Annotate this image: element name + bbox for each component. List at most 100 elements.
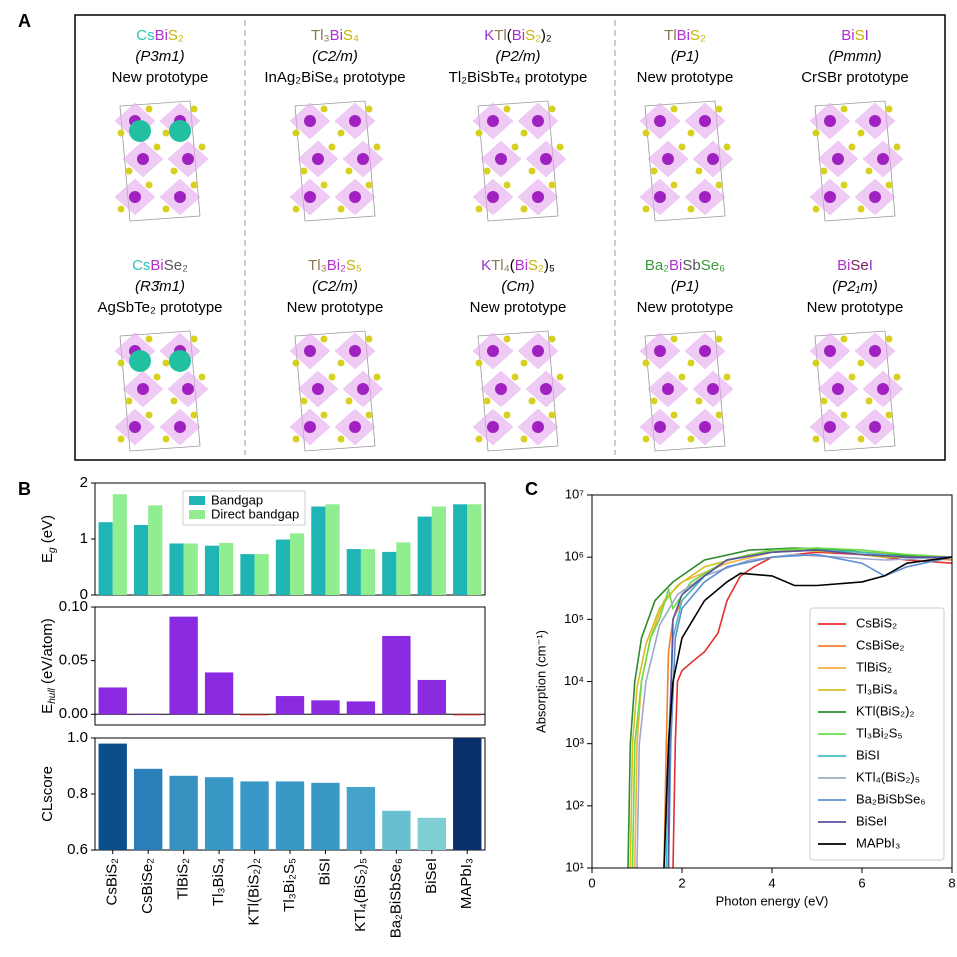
legend-label: Direct bandgap [211,506,299,521]
atom [532,345,544,357]
atom [528,167,536,175]
bar [98,522,113,595]
atom [153,143,161,151]
prototype: New prototype [470,299,567,316]
atom [475,129,483,137]
atom [129,421,141,433]
formula-part: S₂ [525,27,541,44]
formula: Ba₂BiSbSe₆ [645,257,725,274]
bar [240,554,255,595]
atom [320,181,328,189]
atom [174,191,186,203]
atom [840,411,848,419]
x-tick-label: TlBiS₂ [175,858,192,900]
y-tick-label: 0.00 [59,705,88,722]
bar [275,781,305,850]
atom [857,205,865,213]
unit-cell [119,100,201,222]
atom [300,167,308,175]
atom [145,105,153,113]
x-tick-label: 2 [678,875,685,890]
atom [650,167,658,175]
atom [304,191,316,203]
formula-part: Cs [136,27,154,44]
bar [311,506,326,595]
atom [117,205,125,213]
formula-part: Bi₂ [327,257,346,274]
atom [162,435,170,443]
atom [812,129,820,137]
bar [325,504,340,595]
atom [169,120,191,142]
y-axis-label: Eg (eV) [39,515,58,563]
atom [198,373,206,381]
atom [349,345,361,357]
y-axis-label-part: E [39,553,56,563]
atom [174,421,186,433]
formula-part: I [869,257,873,274]
prototype: New prototype [637,299,734,316]
y-axis-label-part: CLscore [39,766,56,822]
atom [687,435,695,443]
bar [467,504,482,595]
atom [715,411,723,419]
y-axis-label-part: E [39,704,56,714]
atom [365,335,373,343]
atom [869,115,881,127]
atom [707,153,719,165]
legend-label: KTl₄(BiS₂)₅ [856,769,920,784]
y-tick-label: 10⁷ [565,486,584,501]
atom [885,335,893,343]
legend-label: Bandgap [211,492,263,507]
x-tick-label: CsBiSe₂ [139,858,156,914]
formula-part: Tl₄ [491,257,510,274]
atom [723,373,731,381]
atom [877,153,889,165]
atom [520,129,528,137]
atom [865,167,873,175]
atom [885,411,893,419]
x-tick-label: 8 [948,875,955,890]
prototype: New prototype [287,299,384,316]
atom [312,153,324,165]
bar [240,714,269,716]
atom [812,205,820,213]
x-axis-label: Photon energy (eV) [716,893,829,908]
atom [642,129,650,137]
atom [540,153,552,165]
bar [417,817,446,850]
atom [117,435,125,443]
atom [349,421,361,433]
bar [112,494,127,595]
atom [495,153,507,165]
formula-part: Se₂ [164,257,188,274]
atom [337,359,345,367]
bar [311,782,340,850]
x-tick-label: KTl₄(BiS₂)₅ [352,858,369,932]
atom [678,373,686,381]
legend-swatch [189,496,205,505]
line [667,549,952,868]
atom [125,397,133,405]
unit-cell [814,100,896,222]
x-tick-label: BiSeI [423,858,440,894]
atom [548,411,556,419]
atom [503,411,511,419]
atom [137,153,149,165]
y-tick-label: 0.6 [67,841,88,858]
atom [877,383,889,395]
prototype: New prototype [112,69,209,86]
bar [169,543,184,595]
formula-part: Se₆ [701,257,725,274]
atom [337,129,345,137]
atom [695,167,703,175]
atom [678,143,686,151]
space-group: (Cm) [501,278,534,295]
y-tick-label: 10⁶ [564,549,584,564]
space-group: (P3m1) [135,48,184,65]
y-tick-label: 10⁴ [564,673,584,688]
formula-part: Bi [515,257,528,274]
y-axis-label-part: g [47,547,58,553]
unit-cell [814,330,896,452]
atom [832,153,844,165]
